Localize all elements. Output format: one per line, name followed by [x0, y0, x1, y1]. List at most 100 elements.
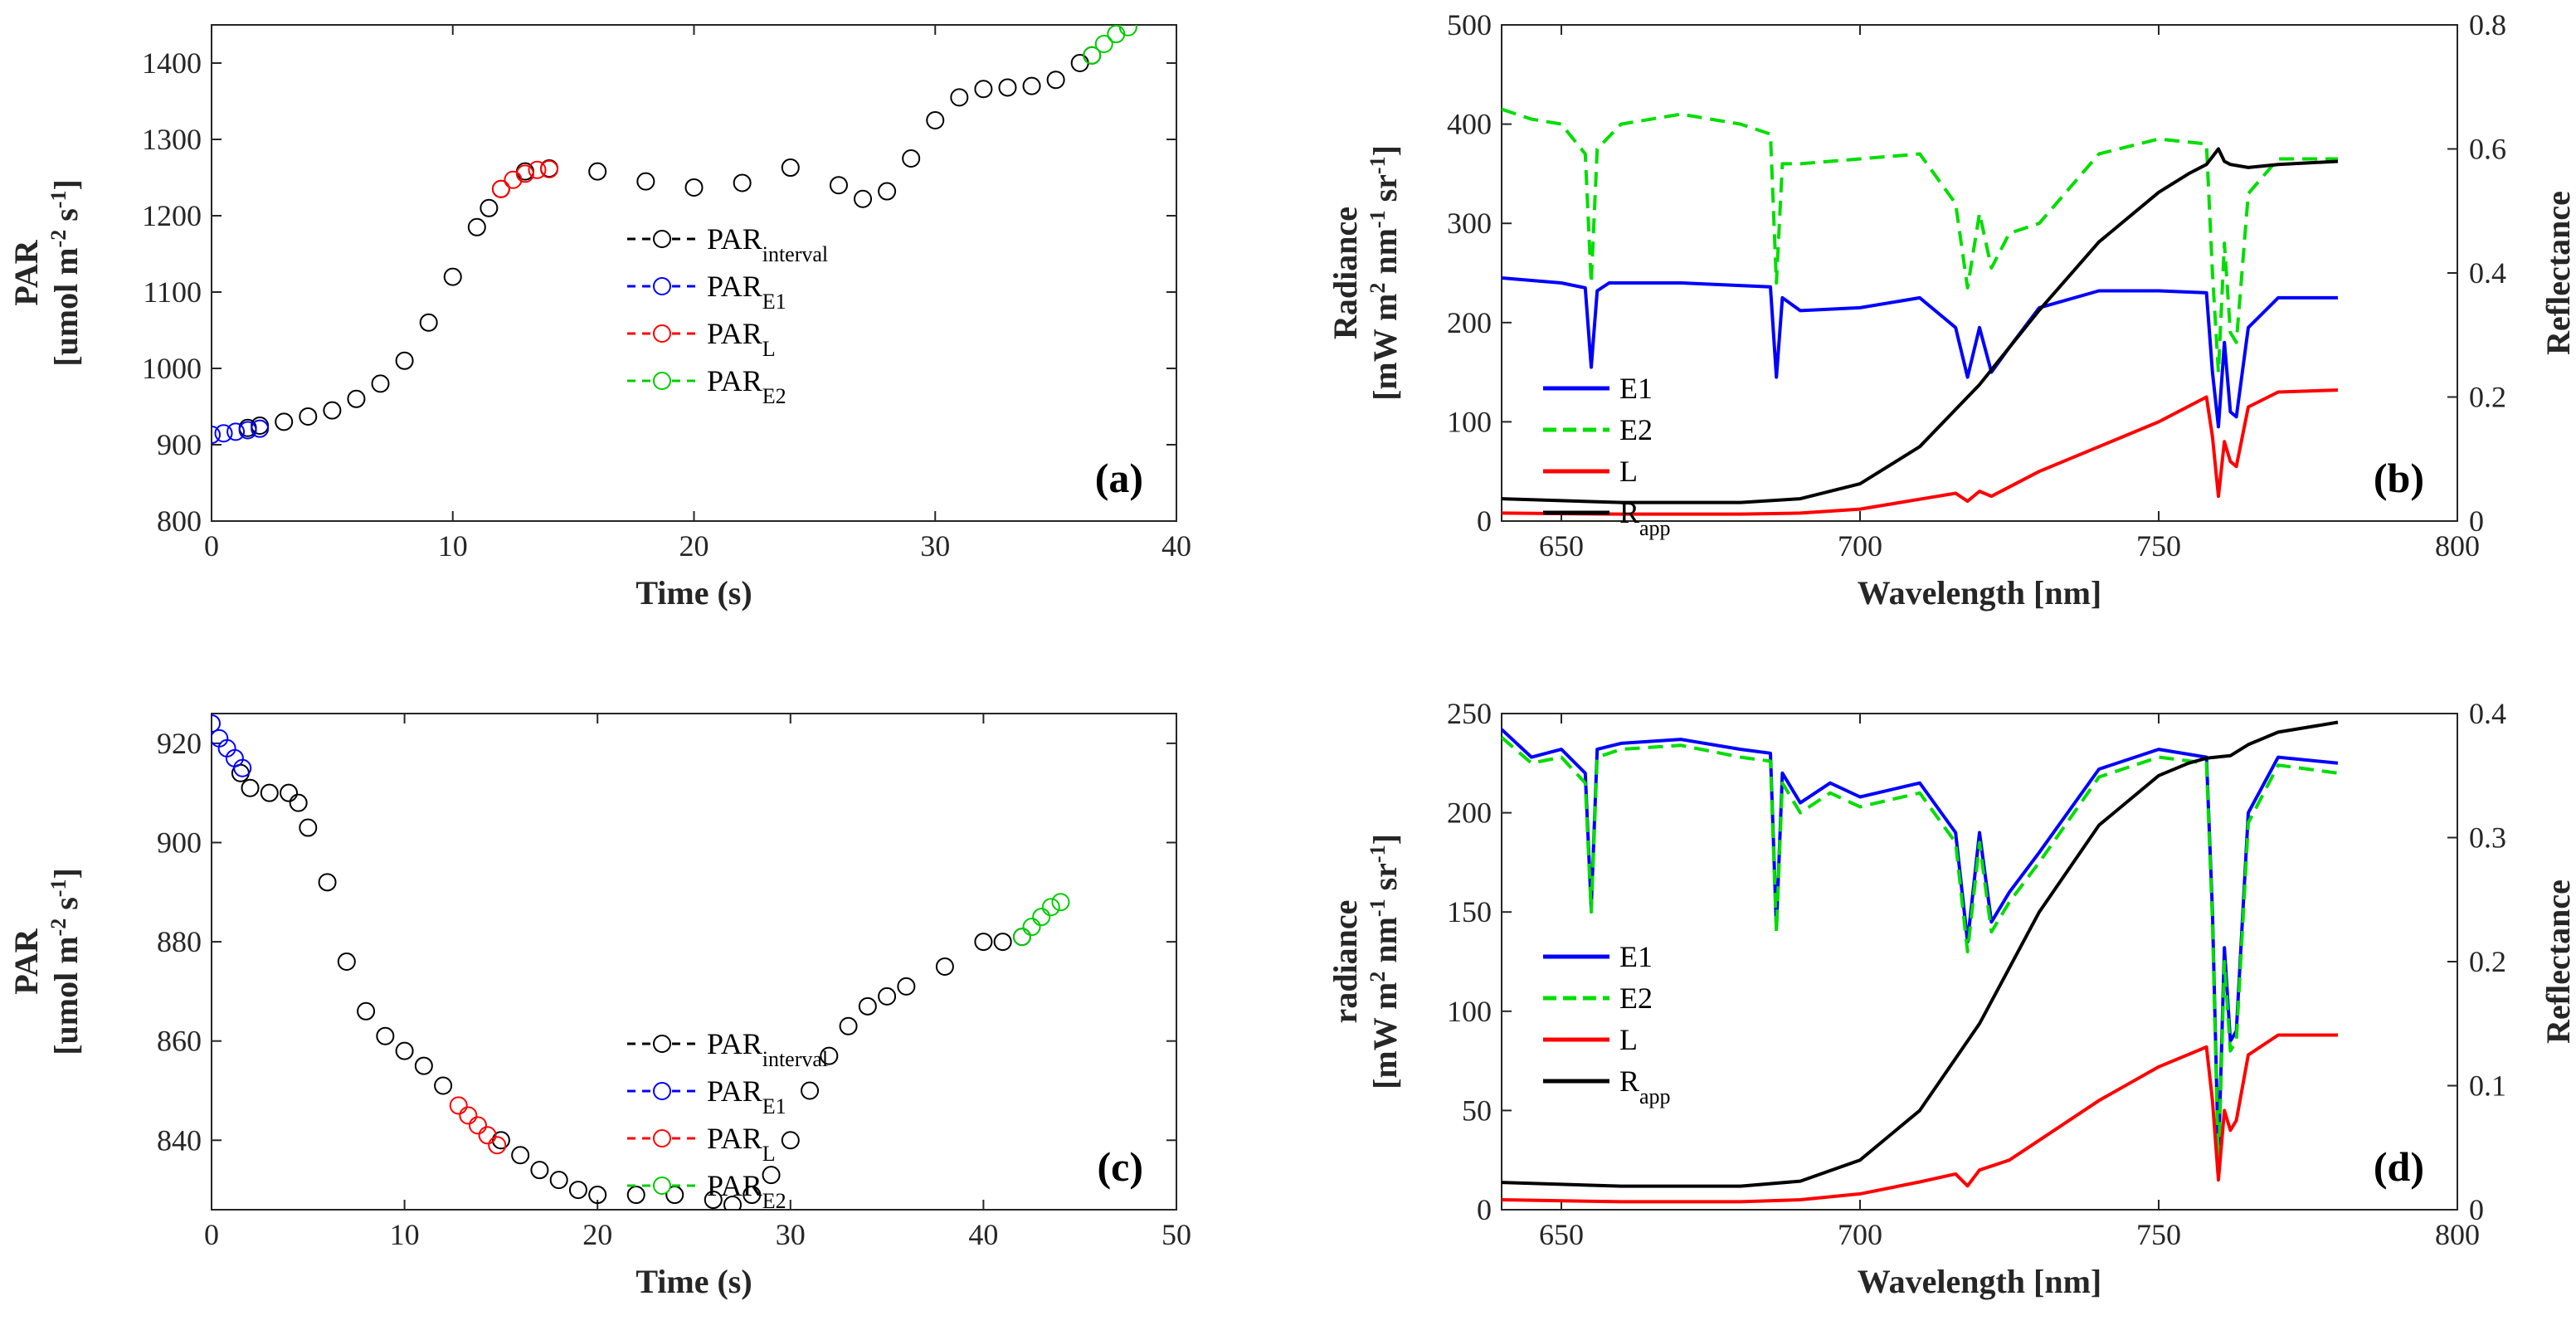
- legend-label: E2: [1619, 982, 1653, 1015]
- x-axis-label: Time (s): [635, 1263, 752, 1300]
- data-point: [588, 162, 607, 181]
- data-point: [829, 176, 848, 195]
- y-axis-label: radiance: [1327, 900, 1364, 1024]
- label-part: -1: [1366, 845, 1390, 863]
- series-PARE1: [212, 419, 270, 445]
- data-point: [371, 374, 390, 393]
- data-point: [238, 421, 257, 440]
- label-part: PAR: [707, 1169, 762, 1202]
- label-part: interval: [762, 242, 828, 266]
- data-point: [488, 1136, 507, 1155]
- y-tick-label: 100: [1447, 995, 1492, 1028]
- y-axis-label: Radiance: [1327, 207, 1364, 339]
- legend-entry: Rapp: [1543, 496, 1671, 540]
- series-PARL: [449, 1096, 507, 1155]
- label-part: E2: [762, 1189, 786, 1213]
- y-tick-label: 880: [157, 925, 202, 958]
- x-axis-label: Wavelength [nm]: [1858, 574, 2101, 611]
- legend-swatch-marker: [653, 324, 671, 343]
- data-point: [434, 1076, 453, 1095]
- data-point: [743, 1186, 762, 1205]
- label-part: PAR: [707, 1027, 762, 1060]
- label-part: PAR: [707, 317, 762, 350]
- data-point: [723, 1196, 743, 1210]
- legend-label: PARL: [707, 317, 776, 361]
- data-point: [214, 424, 233, 443]
- series-PARL: [491, 159, 559, 198]
- y-tick-label: 840: [157, 1123, 202, 1157]
- x-axis-label: Time (s): [635, 574, 752, 611]
- data-point: [588, 1186, 607, 1205]
- x-tick-label: 750: [2136, 1218, 2181, 1251]
- legend-entry: PARE1: [627, 270, 786, 314]
- x-tick-label: 0: [204, 529, 219, 563]
- data-point: [299, 818, 318, 837]
- y-tick-label: 1300: [142, 123, 202, 156]
- data-point: [926, 111, 945, 129]
- data-point: [241, 778, 260, 797]
- label-part: PAR: [707, 222, 762, 256]
- data-point: [511, 1146, 530, 1165]
- series-line-E2: [1502, 107, 2338, 374]
- label-part: app: [1639, 1084, 1671, 1108]
- label-part: E2: [1619, 413, 1653, 446]
- legend-label: L: [1619, 1023, 1638, 1056]
- label-part: E1: [1619, 940, 1653, 973]
- data-point: [395, 351, 414, 370]
- data-layer: [212, 25, 1137, 445]
- series-line-L: [1502, 1033, 2338, 1204]
- x-tick-label: 50: [1161, 1218, 1191, 1251]
- data-point: [1041, 898, 1060, 917]
- label-part: E1: [1619, 372, 1653, 405]
- legend-label: PARE2: [707, 1169, 786, 1213]
- data-point: [323, 401, 342, 420]
- data-point: [1022, 76, 1041, 95]
- legend-label: E1: [1619, 940, 1653, 973]
- data-layer: [212, 714, 1070, 1210]
- legend-label: Rapp: [1619, 496, 1671, 540]
- x-tick-label: 700: [1838, 529, 1882, 563]
- label-part: [mW m: [1366, 294, 1404, 401]
- label-part: 2: [1366, 972, 1390, 982]
- data-point: [540, 159, 559, 178]
- data-point: [318, 873, 337, 892]
- series-line-Rapp: [1502, 720, 2339, 1188]
- label-part: E2: [762, 384, 786, 408]
- series-PARE1: [212, 714, 252, 777]
- legend-swatch-marker: [653, 372, 671, 390]
- data-point: [820, 1046, 839, 1065]
- series-line-L: [1502, 388, 2339, 516]
- legend-entry: E1: [1543, 940, 1653, 973]
- y-tick-label: 800: [157, 504, 202, 538]
- y-tick-label: 250: [1447, 697, 1492, 730]
- data-point: [275, 412, 294, 431]
- legend-entry: E1: [1543, 372, 1653, 405]
- label-part: -1: [1366, 899, 1390, 917]
- data-point: [998, 78, 1017, 97]
- x-axis-label: Wavelength [nm]: [1858, 1263, 2101, 1300]
- legend-label: PARE2: [707, 364, 786, 408]
- data-point: [549, 1171, 568, 1190]
- data-point: [636, 172, 655, 191]
- data-point: [299, 407, 318, 426]
- data-point: [1046, 71, 1065, 90]
- data-point: [1083, 46, 1102, 65]
- x-tick-label: 20: [582, 1218, 612, 1251]
- legend-swatch-marker: [653, 1129, 671, 1147]
- legend-label: PARinterval: [707, 1027, 828, 1071]
- y-tick-label: 200: [1447, 306, 1492, 339]
- y-tick-label: 300: [1447, 207, 1492, 240]
- x-tick-label: 650: [1539, 1218, 1584, 1251]
- legend-entry: PARE2: [627, 364, 786, 408]
- data-point: [530, 1161, 549, 1180]
- y-right-tick-label: 0: [2469, 504, 2484, 538]
- legend-entry: PARinterval: [627, 222, 828, 266]
- y-tick-label: 0: [1477, 504, 1492, 538]
- label-part: ]: [47, 868, 85, 879]
- y-right-tick-label: 0.6: [2469, 133, 2506, 166]
- y-tick-label: 900: [157, 826, 202, 859]
- panel-label: (a): [1095, 455, 1143, 501]
- data-point: [357, 1001, 376, 1021]
